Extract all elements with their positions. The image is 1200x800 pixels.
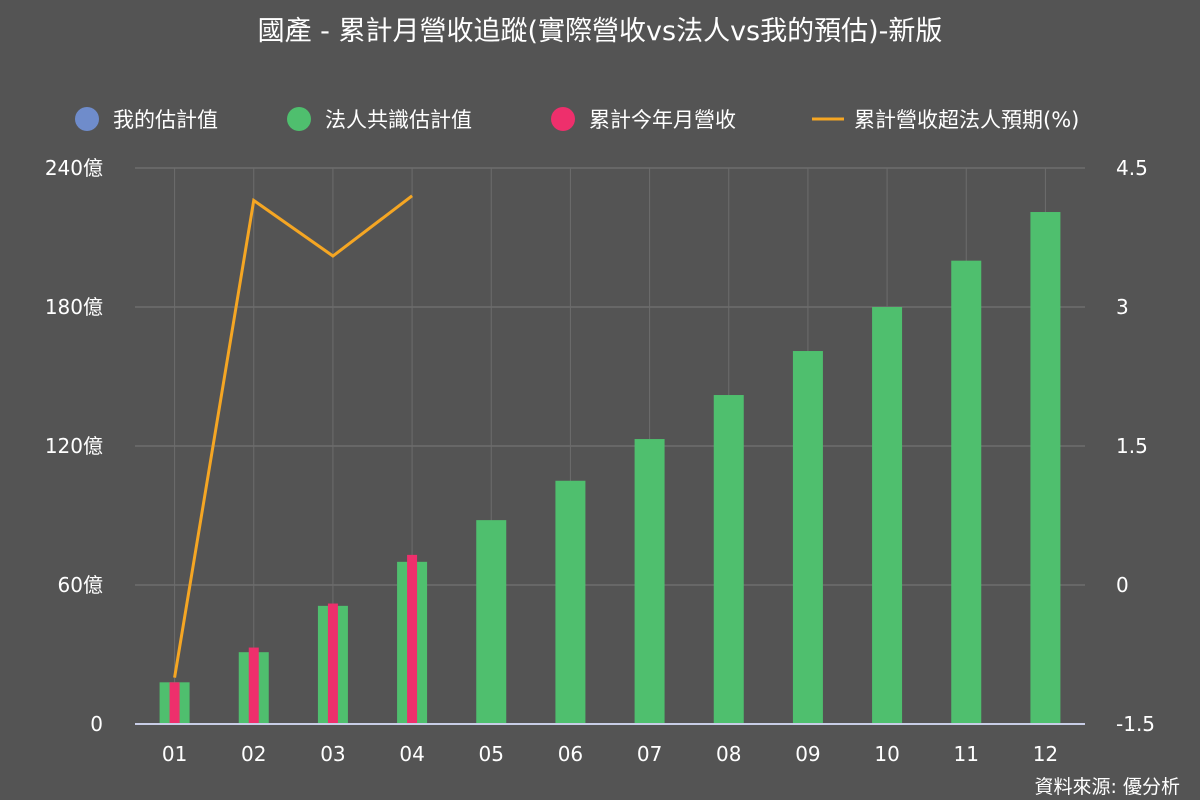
- bar-consensus-estimate: [713, 395, 744, 724]
- x-tick-label: 05: [479, 742, 504, 766]
- x-tick-label: 12: [1033, 742, 1058, 766]
- x-tick-label: 09: [795, 742, 820, 766]
- x-tick-label: 03: [320, 742, 345, 766]
- y-left-tick-label: 60億: [58, 573, 103, 597]
- x-tick-label: 06: [558, 742, 583, 766]
- grid: [135, 167, 1085, 724]
- x-tick-label: 07: [637, 742, 662, 766]
- bar-cumulative-revenue: [407, 554, 418, 724]
- y-left-tick-label: 180億: [45, 295, 103, 319]
- y-right-tick-label: 4.5: [1116, 156, 1148, 180]
- x-tick-label: 02: [241, 742, 266, 766]
- source-label: 資料來源: 優分析: [1035, 776, 1180, 798]
- line-exceed-expectation: [173, 194, 413, 678]
- bar-consensus-estimate: [872, 307, 903, 724]
- legend-label: 累計營收超法人預期(%): [854, 108, 1079, 132]
- bar-consensus-estimate: [555, 480, 586, 724]
- x-tick-label: 01: [162, 742, 187, 766]
- chart-title: 國產 - 累計月營收追蹤(實際營收vs法人vs我的預估)-新版: [258, 16, 943, 47]
- bar-cumulative-revenue: [248, 647, 259, 724]
- y-right-tick-label: -1.5: [1116, 712, 1155, 736]
- legend-marker-circle: [75, 107, 99, 131]
- bar-cumulative-revenue: [327, 603, 338, 724]
- y-left-tick-label: 0: [90, 712, 103, 736]
- x-tick-label: 08: [716, 742, 741, 766]
- legend-label: 法人共識估計值: [325, 108, 472, 132]
- y-right-tick-label: 1.5: [1116, 434, 1148, 458]
- bar-consensus-estimate: [634, 439, 665, 724]
- bar-consensus-estimate: [951, 260, 982, 724]
- legend-label: 累計今年月營收: [589, 108, 736, 132]
- x-tick-label: 04: [399, 742, 424, 766]
- legend: 我的估計值 法人共識估計值 累計今年月營收 累計營收超法人預期(%): [75, 107, 1079, 132]
- legend-marker-circle: [551, 107, 575, 131]
- y-right-tick-label: 0: [1116, 573, 1129, 597]
- axes: 0 60億 120億 180億 240億 -1.5 0 1.5 3 4.5 01 02 03 04 05 06…: [45, 156, 1155, 766]
- line-series: [173, 194, 413, 678]
- bar-cumulative-revenue: [169, 682, 180, 724]
- y-left-tick-label: 120億: [45, 434, 103, 458]
- legend-label: 我的估計值: [113, 108, 218, 132]
- x-tick-label: 11: [954, 742, 979, 766]
- bars: [159, 212, 1061, 724]
- y-right-tick-label: 3: [1116, 295, 1129, 319]
- y-left-tick-label: 240億: [45, 156, 103, 180]
- bar-consensus-estimate: [792, 351, 823, 724]
- x-tick-label: 10: [874, 742, 899, 766]
- legend-marker-circle: [287, 107, 311, 131]
- bar-consensus-estimate: [1030, 212, 1061, 724]
- bar-consensus-estimate: [476, 520, 507, 724]
